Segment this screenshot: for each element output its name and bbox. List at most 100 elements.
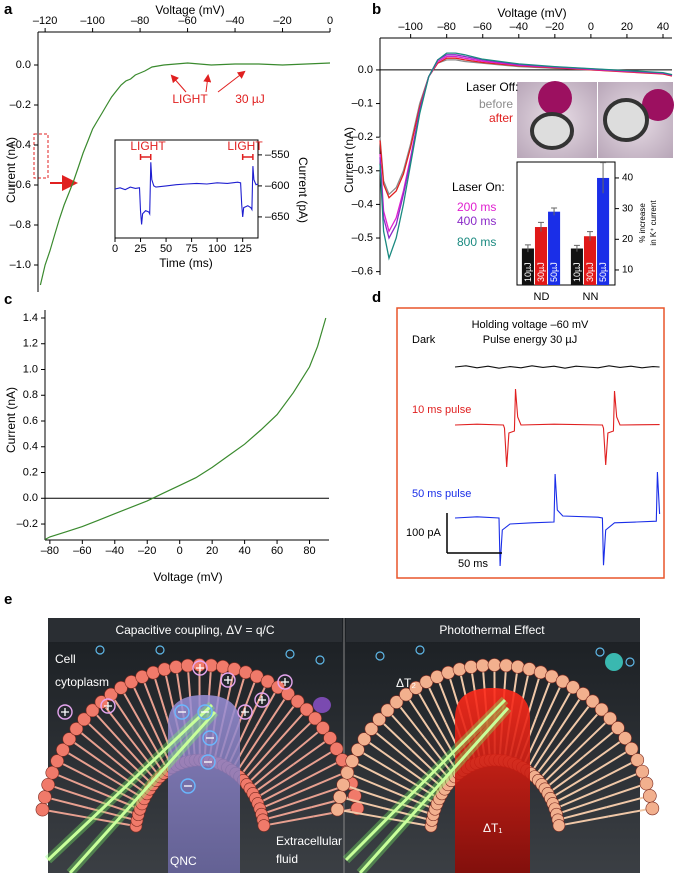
lipid-head (333, 790, 347, 804)
data-line (114, 162, 259, 225)
lipid-head (56, 743, 70, 757)
lipid-head (38, 790, 52, 804)
x-tick-label: 125 (233, 243, 251, 255)
y-tick-label: 0.8 (23, 389, 38, 401)
lipid-head (585, 694, 600, 709)
bar (597, 177, 610, 285)
lipid-tail (606, 794, 651, 809)
cell-blob (642, 89, 674, 121)
zoom-box (33, 133, 49, 179)
lipid-head (566, 680, 580, 695)
lipid-head (555, 674, 570, 689)
y-tick-label: 0.4 (23, 441, 38, 453)
x-tick-label: –40 (106, 545, 124, 557)
bubble (315, 655, 325, 665)
lipid-head (351, 743, 365, 757)
bar-label: 30µJ (536, 262, 546, 282)
lipid-head (635, 764, 650, 779)
trace-label: 10 ms pulse (412, 404, 471, 416)
y-tick-label: 40 (622, 173, 634, 184)
lipid-tail (238, 736, 271, 778)
negative-charge (202, 730, 218, 746)
lipid-head (399, 687, 413, 702)
x-tick-label: 75 (185, 243, 197, 255)
lipid-tail (537, 742, 573, 782)
chart-title: Holding voltage –60 mV (472, 319, 589, 331)
lipid-tail (91, 709, 124, 745)
pulse-bracket (139, 154, 152, 160)
lipid-tail (337, 808, 382, 819)
x-tick-label: –80 (438, 21, 456, 33)
lipid-head (329, 742, 344, 756)
x-tick-label: ND (534, 291, 550, 303)
panel-d-frame (396, 307, 665, 579)
lipid-tail (130, 681, 152, 723)
bubble (625, 657, 635, 667)
trace-label: 50 ms pulse (412, 488, 471, 500)
trace (454, 471, 661, 567)
vesicle (313, 697, 331, 713)
x-tick-label: –20 (546, 21, 564, 33)
positive-charge (57, 704, 73, 720)
panel-label: a (4, 1, 13, 18)
y-tick-label: –0.2 (17, 518, 38, 530)
lipid-head (639, 776, 654, 791)
x-tick-label: –60 (178, 15, 196, 27)
scalebar-label: 100 pA (406, 527, 442, 539)
bubble (415, 645, 425, 655)
lipid-tail (564, 700, 594, 738)
x-tick-label: 60 (271, 545, 283, 557)
trace-label: Dark (412, 334, 436, 346)
x-tick-label: 20 (621, 21, 633, 33)
hot-probe (455, 688, 530, 873)
plus-sign (224, 676, 232, 684)
x-tick-label: 0 (177, 545, 183, 557)
lipid-head (452, 662, 467, 677)
lipid-tail (142, 726, 169, 771)
lipid-tail (533, 736, 566, 778)
lipid-tail (346, 771, 390, 791)
y-axis-title: in K⁺ current (649, 200, 658, 246)
lipid-tail (47, 783, 92, 800)
lipid-head (69, 722, 84, 736)
lipid-tail (292, 737, 331, 766)
plus-sign (281, 678, 289, 686)
bar-label: 10µJ (572, 262, 582, 282)
negative-charge (180, 778, 196, 794)
bar (534, 227, 548, 285)
lipid-tail (525, 726, 552, 771)
lipid-tail (357, 749, 397, 774)
lipid-head (146, 665, 161, 680)
lipid-tail (90, 798, 139, 816)
legend-label: before (479, 97, 513, 111)
lipid-head (487, 658, 502, 672)
lipid-tail (301, 759, 343, 782)
y-tick-label: –0.6 (352, 266, 373, 278)
lipid-tail (51, 771, 95, 791)
lipid-tail (128, 736, 161, 778)
x-axis-title: Voltage (mV) (155, 3, 224, 17)
lipid-head (104, 687, 118, 702)
lipid-head (323, 731, 337, 745)
lipid-tail (411, 749, 449, 786)
lipid-head (308, 711, 322, 726)
scalebar-label: 50 ms (458, 558, 488, 570)
lipid-tail (556, 797, 605, 816)
lipid-head (216, 659, 230, 674)
lipid-tail (342, 783, 387, 800)
x-tick-label: 20 (206, 545, 218, 557)
laser-beam (46, 703, 214, 862)
lipid-tail (370, 728, 407, 759)
illustration-label: QNC (170, 854, 197, 868)
data-line (39, 62, 331, 286)
annotation: LIGHT (227, 139, 263, 153)
legend-label: 800 ms (457, 235, 496, 249)
x-axis-title: Time (ms) (159, 256, 213, 270)
error-bar (600, 162, 607, 194)
lipid-head (499, 658, 513, 673)
illustration-title: Capacitive coupling, ΔV = q/C (115, 623, 274, 637)
lipid-tail (257, 779, 303, 805)
lipid-tail (259, 788, 307, 810)
data-line (44, 317, 327, 541)
lipid-tail (547, 763, 590, 795)
